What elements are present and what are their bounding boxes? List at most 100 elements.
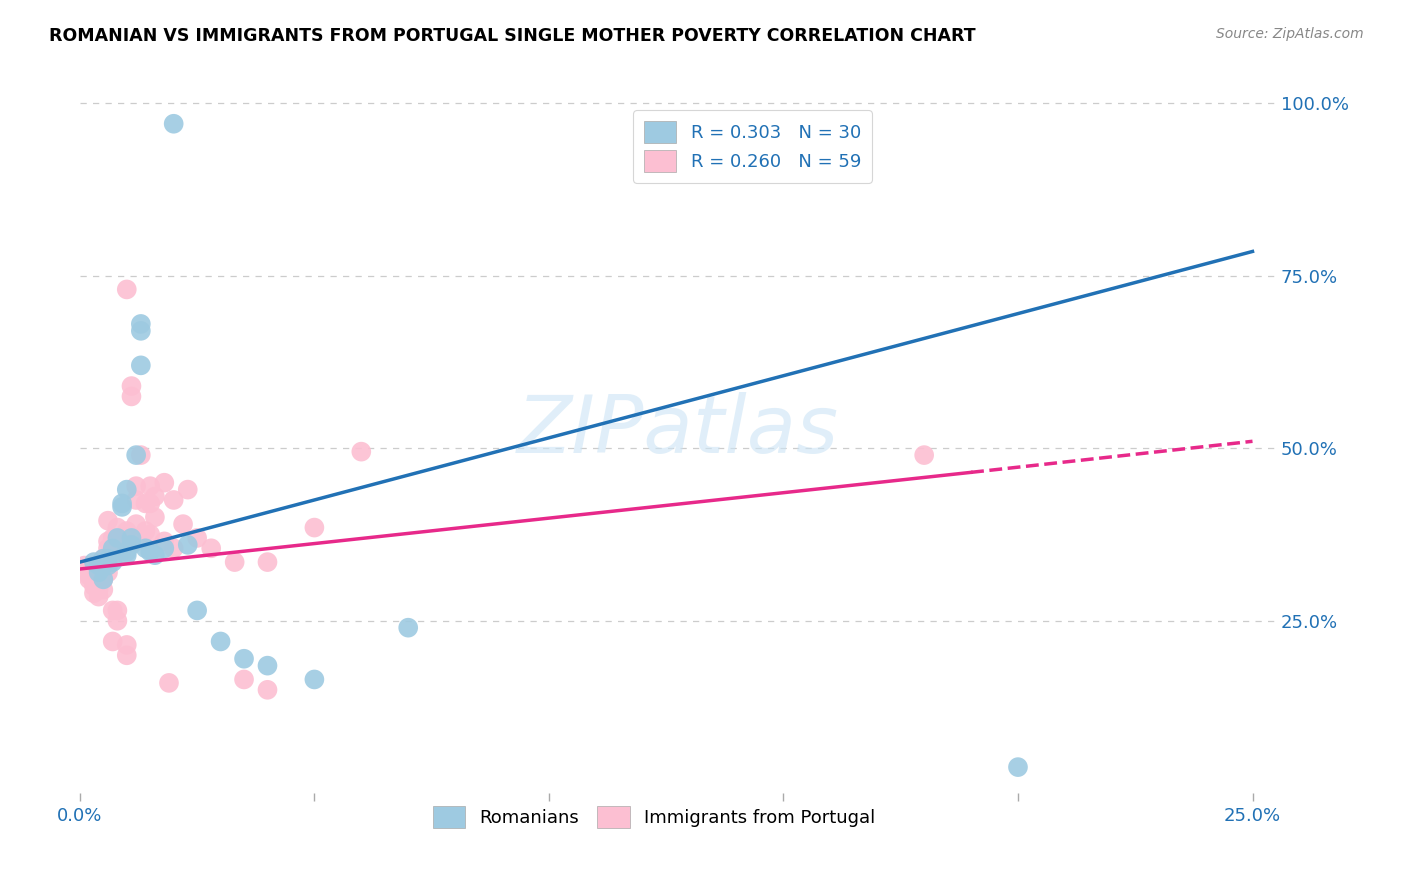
Point bbox=[115, 282, 138, 296]
Point bbox=[125, 534, 148, 549]
Point bbox=[111, 538, 134, 552]
Point bbox=[97, 541, 120, 556]
Point bbox=[87, 590, 110, 604]
Point bbox=[97, 558, 120, 573]
Point bbox=[115, 538, 138, 552]
Point bbox=[233, 673, 256, 687]
Point bbox=[153, 534, 176, 549]
Text: ZIPatlas: ZIPatlas bbox=[517, 392, 839, 470]
Point bbox=[115, 483, 138, 497]
Point bbox=[121, 531, 143, 545]
Point bbox=[256, 555, 278, 569]
Point bbox=[129, 317, 152, 331]
Point bbox=[87, 558, 110, 573]
Point bbox=[101, 541, 124, 556]
Point bbox=[77, 569, 100, 583]
Point bbox=[256, 682, 278, 697]
Point bbox=[135, 524, 157, 538]
Point bbox=[143, 490, 166, 504]
Point bbox=[101, 531, 124, 545]
Point bbox=[912, 448, 935, 462]
Point bbox=[115, 524, 138, 538]
Point bbox=[233, 651, 256, 665]
Point bbox=[101, 555, 124, 569]
Point bbox=[125, 517, 148, 532]
Point bbox=[73, 558, 96, 573]
Point bbox=[83, 555, 105, 569]
Point bbox=[87, 566, 110, 580]
Point bbox=[83, 569, 105, 583]
Point bbox=[177, 483, 200, 497]
Point bbox=[172, 517, 194, 532]
Point bbox=[115, 638, 138, 652]
Point bbox=[91, 582, 114, 597]
Point bbox=[121, 389, 143, 403]
Point bbox=[200, 541, 222, 556]
Point bbox=[87, 569, 110, 583]
Point bbox=[91, 558, 114, 573]
Point bbox=[157, 676, 180, 690]
Point bbox=[77, 562, 100, 576]
Point bbox=[186, 531, 208, 545]
Point bbox=[135, 496, 157, 510]
Point bbox=[115, 548, 138, 562]
Point bbox=[87, 582, 110, 597]
Point bbox=[139, 479, 162, 493]
Point bbox=[115, 648, 138, 663]
Point bbox=[135, 541, 157, 556]
Point bbox=[304, 673, 326, 687]
Point bbox=[125, 492, 148, 507]
Point bbox=[125, 479, 148, 493]
Point bbox=[87, 562, 110, 576]
Point bbox=[83, 586, 105, 600]
Point bbox=[186, 603, 208, 617]
Point bbox=[209, 634, 232, 648]
Point bbox=[105, 603, 128, 617]
Point bbox=[139, 545, 162, 559]
Point bbox=[77, 572, 100, 586]
Point bbox=[153, 475, 176, 490]
Point bbox=[97, 551, 120, 566]
Text: Source: ZipAtlas.com: Source: ZipAtlas.com bbox=[1216, 27, 1364, 41]
Point bbox=[153, 541, 176, 556]
Point bbox=[111, 500, 134, 514]
Point bbox=[101, 634, 124, 648]
Point bbox=[121, 538, 143, 552]
Point bbox=[350, 444, 373, 458]
Point bbox=[91, 572, 114, 586]
Point bbox=[97, 566, 120, 580]
Point bbox=[101, 541, 124, 556]
Point bbox=[105, 531, 128, 545]
Point bbox=[91, 551, 114, 566]
Point bbox=[111, 545, 134, 559]
Point bbox=[91, 558, 114, 573]
Point bbox=[143, 548, 166, 562]
Point bbox=[91, 551, 114, 566]
Point bbox=[304, 520, 326, 534]
Point bbox=[129, 359, 152, 373]
Point bbox=[129, 448, 152, 462]
Point bbox=[396, 621, 419, 635]
Point bbox=[101, 548, 124, 562]
Point bbox=[129, 324, 152, 338]
Point bbox=[163, 117, 186, 131]
Point bbox=[125, 448, 148, 462]
Point bbox=[139, 496, 162, 510]
Text: ROMANIAN VS IMMIGRANTS FROM PORTUGAL SINGLE MOTHER POVERTY CORRELATION CHART: ROMANIAN VS IMMIGRANTS FROM PORTUGAL SIN… bbox=[49, 27, 976, 45]
Point bbox=[105, 614, 128, 628]
Point bbox=[87, 575, 110, 590]
Point bbox=[163, 492, 186, 507]
Point bbox=[97, 534, 120, 549]
Point bbox=[83, 579, 105, 593]
Legend: Romanians, Immigrants from Portugal: Romanians, Immigrants from Portugal bbox=[425, 798, 883, 835]
Point bbox=[115, 545, 138, 559]
Point bbox=[97, 514, 120, 528]
Point bbox=[163, 541, 186, 556]
Point bbox=[91, 566, 114, 580]
Point bbox=[143, 510, 166, 524]
Point bbox=[139, 527, 162, 541]
Point bbox=[111, 496, 134, 510]
Point bbox=[91, 572, 114, 586]
Point bbox=[105, 520, 128, 534]
Point bbox=[177, 538, 200, 552]
